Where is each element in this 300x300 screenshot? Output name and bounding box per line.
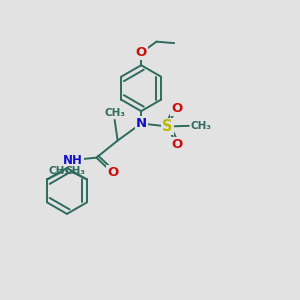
Text: NH: NH [63, 154, 83, 166]
Text: CH₃: CH₃ [190, 121, 211, 131]
Text: CH₃: CH₃ [64, 166, 86, 176]
Text: CH₃: CH₃ [49, 166, 70, 176]
Text: CH₃: CH₃ [104, 108, 125, 118]
Text: O: O [171, 138, 182, 151]
Text: S: S [162, 119, 173, 134]
Text: O: O [107, 167, 118, 179]
Text: O: O [136, 46, 147, 59]
Text: O: O [171, 102, 182, 115]
Text: N: N [136, 117, 147, 130]
